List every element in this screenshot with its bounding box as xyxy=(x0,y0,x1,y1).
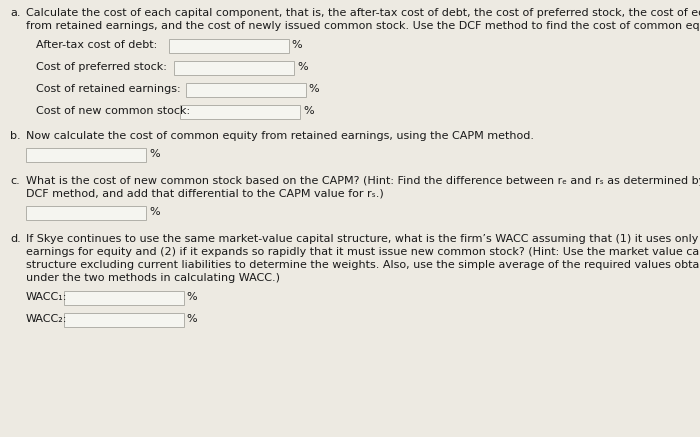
Text: Cost of retained earnings:: Cost of retained earnings: xyxy=(36,84,181,94)
FancyBboxPatch shape xyxy=(186,83,306,97)
Text: c.: c. xyxy=(10,176,20,186)
Text: structure excluding current liabilities to determine the weights. Also, use the : structure excluding current liabilities … xyxy=(26,260,700,270)
Text: Cost of new common stock:: Cost of new common stock: xyxy=(36,106,190,116)
Text: %: % xyxy=(149,207,160,217)
Text: %: % xyxy=(292,40,302,50)
Text: %: % xyxy=(309,84,319,94)
Text: What is the cost of new common stock based on the CAPM? (Hint: Find the differen: What is the cost of new common stock bas… xyxy=(26,176,700,186)
FancyBboxPatch shape xyxy=(64,313,183,327)
Text: %: % xyxy=(187,314,197,324)
Text: from retained earnings, and the cost of newly issued common stock. Use the DCF m: from retained earnings, and the cost of … xyxy=(26,21,700,31)
FancyBboxPatch shape xyxy=(169,39,289,53)
Text: under the two methods in calculating WACC.): under the two methods in calculating WAC… xyxy=(26,273,280,283)
Text: a.: a. xyxy=(10,8,20,18)
Text: %: % xyxy=(298,62,308,72)
FancyBboxPatch shape xyxy=(180,105,300,119)
FancyBboxPatch shape xyxy=(26,206,146,220)
Text: WACC₁:: WACC₁: xyxy=(26,292,67,302)
Text: WACC₂:: WACC₂: xyxy=(26,314,67,324)
Text: Calculate the cost of each capital component, that is, the after-tax cost of deb: Calculate the cost of each capital compo… xyxy=(26,8,700,18)
FancyBboxPatch shape xyxy=(64,291,183,305)
Text: Now calculate the cost of common equity from retained earnings, using the CAPM m: Now calculate the cost of common equity … xyxy=(26,131,534,141)
Text: %: % xyxy=(187,292,197,302)
FancyBboxPatch shape xyxy=(174,61,295,75)
Text: After-tax cost of debt:: After-tax cost of debt: xyxy=(36,40,158,50)
Text: earnings for equity and (2) if it expands so rapidly that it must issue new comm: earnings for equity and (2) if it expand… xyxy=(26,247,700,257)
Text: d.: d. xyxy=(10,234,21,244)
Text: %: % xyxy=(149,149,160,159)
Text: DCF method, and add that differential to the CAPM value for rₛ.): DCF method, and add that differential to… xyxy=(26,189,384,199)
Text: Cost of preferred stock:: Cost of preferred stock: xyxy=(36,62,167,72)
FancyBboxPatch shape xyxy=(26,148,146,162)
Text: b.: b. xyxy=(10,131,20,141)
Text: %: % xyxy=(303,106,314,116)
Text: If Skye continues to use the same market-value capital structure, what is the fi: If Skye continues to use the same market… xyxy=(26,234,700,244)
